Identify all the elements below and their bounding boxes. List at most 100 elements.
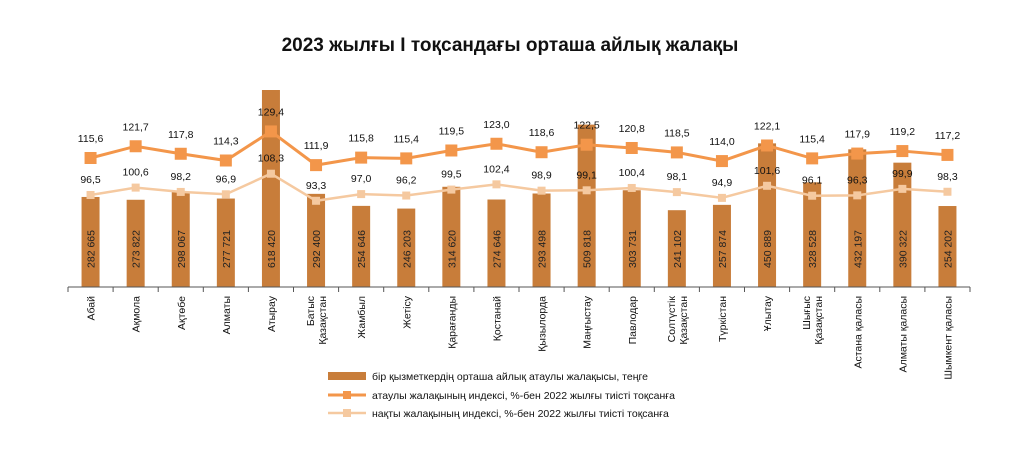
real-index-label: 99,5 (441, 169, 462, 181)
real-index-marker (717, 193, 726, 202)
bar (938, 206, 957, 287)
real-index-label: 100,6 (123, 167, 149, 179)
category-label: Павлодар (627, 296, 639, 345)
category-label: Ақмола (131, 296, 143, 333)
nominal-index-marker (355, 151, 368, 164)
category-label: Қазақстан (678, 296, 690, 345)
real-index-label: 101,6 (754, 165, 780, 177)
bar-value-label: 293 498 (537, 230, 549, 268)
category-label: Түркістан (717, 296, 729, 342)
chart-title: 2023 жылғы I тоқсандағы орташа айлық жал… (282, 35, 739, 56)
bar-value-label: 509 818 (582, 230, 594, 268)
real-index-label: 98,2 (171, 171, 192, 183)
bar (712, 204, 731, 287)
real-index-marker (898, 184, 907, 193)
real-index-label: 102,4 (483, 163, 509, 175)
nominal-index-marker (174, 147, 187, 160)
bar-value-label: 277 721 (221, 230, 233, 268)
bar (216, 198, 235, 287)
bar-value-label: 450 889 (762, 230, 774, 268)
real-index-marker (266, 169, 275, 178)
nominal-index-marker (761, 139, 774, 152)
nominal-index-label: 114,3 (213, 136, 239, 148)
bar-value-label: 314 620 (446, 230, 458, 268)
bar-value-label: 282 665 (86, 230, 98, 268)
bar-value-label: 254 646 (356, 230, 368, 268)
real-index-label: 100,4 (619, 167, 645, 179)
bar-value-label: 257 874 (717, 230, 729, 268)
nominal-index-marker (264, 125, 277, 138)
real-index-marker (447, 185, 456, 194)
nominal-index-label: 122,1 (754, 120, 780, 132)
nominal-index-marker (400, 152, 413, 165)
real-index-marker (402, 191, 411, 200)
legend: бір қызметкердің орташа айлық атаулы жал… (328, 371, 675, 420)
real-index-label: 96,1 (802, 175, 823, 187)
category-label: Солтүстік (666, 296, 678, 343)
nominal-index-marker (129, 140, 142, 153)
nominal-index-series: 115,6 121,7 117,8 114,3 129,4 111,9 115,8 115,4… (78, 106, 961, 172)
real-index-marker (176, 187, 185, 196)
nominal-index-label: 115,4 (799, 133, 825, 145)
nominal-index-line (90, 129, 948, 167)
bar (848, 149, 867, 287)
nominal-index-label: 115,6 (78, 133, 104, 145)
bar (532, 193, 551, 287)
bar-value-label: 246 203 (401, 230, 413, 268)
bar (81, 196, 100, 287)
category-label: Ақтөбе (176, 296, 188, 330)
real-index-label: 97,0 (351, 173, 372, 185)
real-index-marker (86, 191, 95, 199)
real-index-marker (808, 191, 817, 200)
real-index-marker (943, 187, 952, 196)
legend-nominal-marker (343, 391, 351, 399)
real-index-marker (221, 190, 230, 199)
nominal-index-marker (84, 151, 97, 164)
bar (397, 208, 416, 287)
bar (622, 190, 641, 287)
category-label: Алматы (221, 296, 233, 334)
real-index-label: 94,9 (712, 177, 733, 189)
real-index-label: 96,2 (396, 175, 417, 187)
real-index-label: 96,5 (80, 174, 101, 186)
real-index-marker (763, 181, 772, 190)
nominal-index-label: 114,0 (709, 136, 735, 148)
nominal-index-label: 111,9 (304, 140, 329, 152)
nominal-index-marker (715, 155, 728, 168)
nominal-index-label: 115,4 (394, 133, 420, 145)
category-labels: Абай Ақмола Ақтөбе Алматы Атырау Батыс Қазақст… (86, 295, 955, 379)
category-label: Астана қаласы (852, 296, 864, 369)
bar (487, 199, 506, 287)
legend-nominal-label: атаулы жалақының индексі, %-бен 2022 жыл… (372, 390, 675, 402)
real-index-marker (312, 196, 321, 205)
nominal-index-label: 115,8 (348, 133, 374, 145)
real-index-label: 98,9 (531, 170, 552, 182)
bar-labels-group: 282 665 273 822 298 067 277 721 618 420 292 4… (86, 230, 955, 268)
legend-real-marker (343, 409, 351, 417)
real-index-label: 99,1 (576, 169, 597, 181)
nominal-index-label: 117,2 (935, 130, 961, 142)
x-axis-ticks (67, 287, 971, 292)
real-index-label: 108,3 (258, 153, 284, 165)
nominal-index-label: 129,4 (258, 106, 284, 118)
bar (261, 90, 280, 287)
bar (758, 143, 777, 287)
nominal-index-marker (535, 146, 548, 159)
nominal-index-label: 117,9 (845, 129, 871, 141)
bar-value-label: 254 202 (942, 230, 954, 268)
nominal-index-label: 119,5 (439, 125, 465, 137)
real-index-label: 96,3 (847, 174, 868, 186)
category-label: Қазақстан (317, 296, 329, 345)
nominal-index-label: 121,7 (123, 121, 149, 133)
category-label: Қызылорда (537, 296, 549, 352)
nominal-index-marker (941, 148, 954, 161)
category-label: Қарағанды (446, 296, 458, 349)
bar-value-label: 390 322 (897, 230, 909, 268)
real-index-marker (357, 190, 366, 199)
legend-bar-label: бір қызметкердің орташа айлық атаулы жал… (372, 371, 648, 383)
category-label: Абай (86, 296, 98, 321)
category-label: Ұлытау (762, 295, 774, 331)
category-label: Жамбыл (356, 296, 368, 338)
nominal-index-marker (806, 152, 819, 165)
